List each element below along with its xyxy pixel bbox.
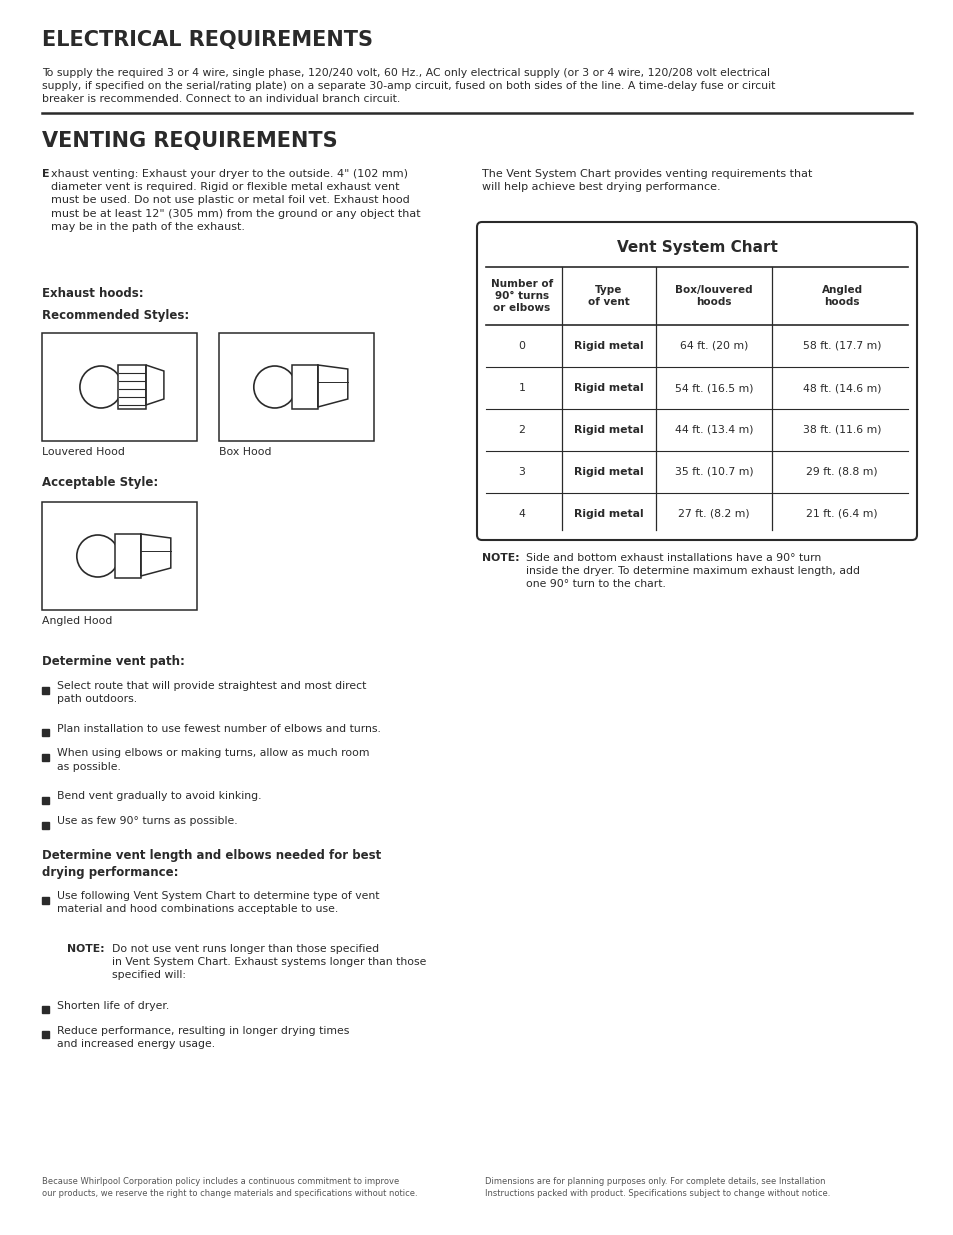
Text: Type
of vent: Type of vent — [587, 285, 629, 306]
Text: 44 ft. (13.4 m): 44 ft. (13.4 m) — [674, 425, 753, 435]
Text: 27 ft. (8.2 m): 27 ft. (8.2 m) — [678, 509, 749, 519]
Text: Use following Vent System Chart to determine type of vent
material and hood comb: Use following Vent System Chart to deter… — [57, 890, 379, 914]
Text: Acceptable Style:: Acceptable Style: — [42, 475, 158, 489]
Text: Side and bottom exhaust installations have a 90° turn
inside the dryer. To deter: Side and bottom exhaust installations ha… — [525, 553, 859, 589]
Bar — [42, 755, 49, 761]
Text: Vent System Chart: Vent System Chart — [616, 240, 777, 254]
Bar — [219, 333, 374, 441]
Bar — [42, 501, 196, 610]
Text: E: E — [42, 169, 50, 179]
Bar — [42, 797, 49, 804]
Text: Angled Hood: Angled Hood — [42, 616, 112, 626]
Text: 58 ft. (17.7 m): 58 ft. (17.7 m) — [802, 341, 881, 351]
Text: 3: 3 — [517, 467, 525, 477]
Text: 54 ft. (16.5 m): 54 ft. (16.5 m) — [674, 383, 753, 393]
Text: 64 ft. (20 m): 64 ft. (20 m) — [679, 341, 747, 351]
Text: Shorten life of dryer.: Shorten life of dryer. — [57, 1000, 169, 1010]
Text: Plan installation to use fewest number of elbows and turns.: Plan installation to use fewest number o… — [57, 724, 380, 734]
Bar — [42, 333, 196, 441]
Text: xhaust venting: Exhaust your dryer to the outside. 4" (102 mm)
diameter vent is : xhaust venting: Exhaust your dryer to th… — [51, 169, 420, 232]
Text: Select route that will provide straightest and most direct
path outdoors.: Select route that will provide straighte… — [57, 680, 366, 704]
FancyBboxPatch shape — [476, 222, 916, 540]
Text: The Vent System Chart provides venting requirements that
will help achieve best : The Vent System Chart provides venting r… — [481, 169, 812, 193]
Text: 48 ft. (14.6 m): 48 ft. (14.6 m) — [802, 383, 881, 393]
Bar — [118, 366, 146, 409]
Text: Use as few 90° turns as possible.: Use as few 90° turns as possible. — [57, 816, 237, 826]
Text: Exhaust hoods:: Exhaust hoods: — [42, 287, 144, 300]
Text: Rigid metal: Rigid metal — [574, 341, 643, 351]
Bar — [42, 1031, 49, 1037]
Text: Box Hood: Box Hood — [219, 447, 272, 457]
Text: ELECTRICAL REQUIREMENTS: ELECTRICAL REQUIREMENTS — [42, 30, 373, 49]
Text: 35 ft. (10.7 m): 35 ft. (10.7 m) — [674, 467, 753, 477]
Text: 38 ft. (11.6 m): 38 ft. (11.6 m) — [802, 425, 881, 435]
Text: Because Whirlpool Corporation policy includes a continuous commitment to improve: Because Whirlpool Corporation policy inc… — [42, 1177, 417, 1198]
Bar — [42, 729, 49, 736]
Text: Reduce performance, resulting in longer drying times
and increased energy usage.: Reduce performance, resulting in longer … — [57, 1025, 349, 1049]
Bar — [292, 366, 317, 409]
Bar — [42, 1007, 49, 1013]
Text: Rigid metal: Rigid metal — [574, 467, 643, 477]
Text: Recommended Styles:: Recommended Styles: — [42, 309, 189, 322]
Bar — [42, 897, 49, 904]
Text: To supply the required 3 or 4 wire, single phase, 120/240 volt, 60 Hz., AC only : To supply the required 3 or 4 wire, sing… — [42, 68, 775, 105]
Text: Determine vent path:: Determine vent path: — [42, 655, 185, 668]
Text: Bend vent gradually to avoid kinking.: Bend vent gradually to avoid kinking. — [57, 790, 261, 802]
Text: 1: 1 — [517, 383, 525, 393]
Text: NOTE:: NOTE: — [481, 553, 519, 563]
Text: Rigid metal: Rigid metal — [574, 425, 643, 435]
Text: 0: 0 — [517, 341, 525, 351]
Bar — [114, 534, 141, 578]
Text: VENTING REQUIREMENTS: VENTING REQUIREMENTS — [42, 131, 337, 151]
Text: Rigid metal: Rigid metal — [574, 509, 643, 519]
Text: 21 ft. (6.4 m): 21 ft. (6.4 m) — [805, 509, 877, 519]
Text: Angled
hoods: Angled hoods — [821, 285, 862, 306]
Text: Do not use vent runs longer than those specified
in Vent System Chart. Exhaust s: Do not use vent runs longer than those s… — [112, 944, 426, 979]
Text: 4: 4 — [517, 509, 525, 519]
Text: Dimensions are for planning purposes only. For complete details, see Installatio: Dimensions are for planning purposes onl… — [484, 1177, 829, 1198]
Text: 2: 2 — [517, 425, 525, 435]
Text: Box/louvered
hoods: Box/louvered hoods — [675, 285, 752, 306]
Text: Louvered Hood: Louvered Hood — [42, 447, 125, 457]
Text: Number of
90° turns
or elbows: Number of 90° turns or elbows — [490, 279, 553, 312]
Text: 29 ft. (8.8 m): 29 ft. (8.8 m) — [805, 467, 877, 477]
Text: When using elbows or making turns, allow as much room
as possible.: When using elbows or making turns, allow… — [57, 748, 369, 772]
Bar — [42, 687, 49, 694]
Text: Rigid metal: Rigid metal — [574, 383, 643, 393]
Text: Determine vent length and elbows needed for best
drying performance:: Determine vent length and elbows needed … — [42, 848, 381, 879]
Text: NOTE:: NOTE: — [67, 944, 105, 953]
Bar — [42, 821, 49, 829]
